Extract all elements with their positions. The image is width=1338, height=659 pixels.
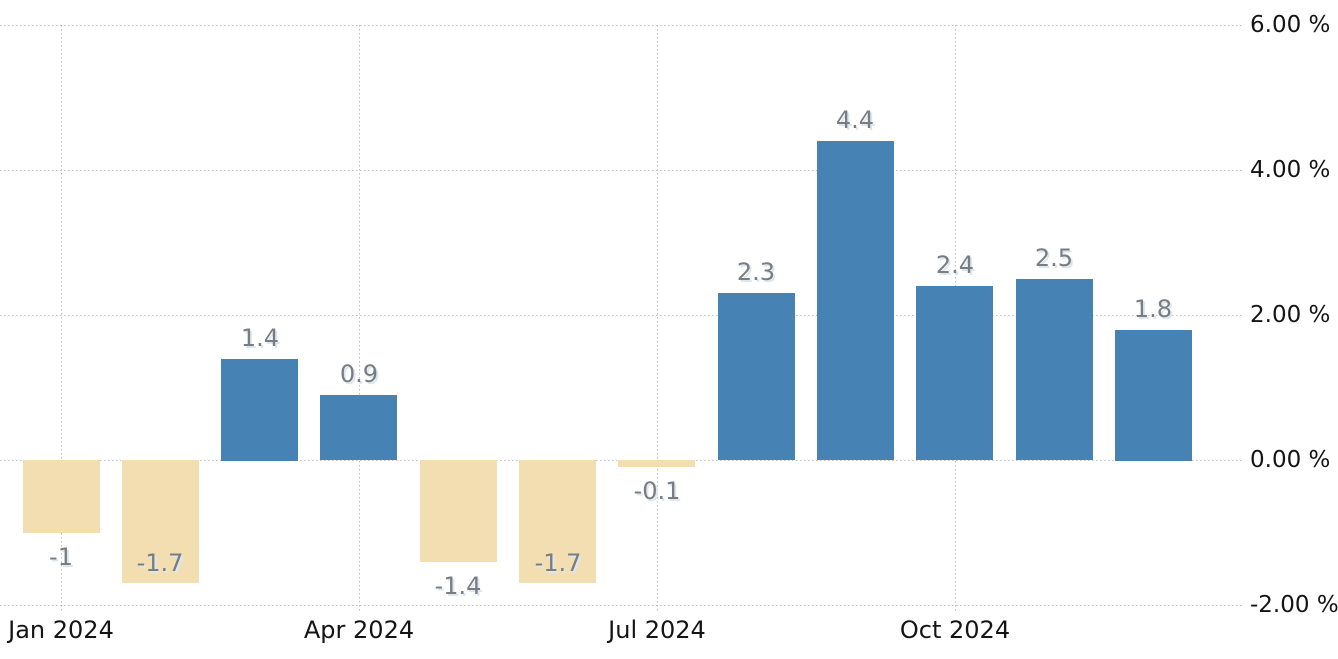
- bar-value-label: -1.7: [136, 549, 184, 577]
- bar-value-label: 4.4: [835, 106, 875, 134]
- bar-nov-2024[interactable]: [1016, 279, 1093, 460]
- gridline-vertical: [61, 25, 62, 613]
- bar-value-label: 2.4: [935, 251, 975, 279]
- bar-jan-2024[interactable]: [23, 460, 100, 533]
- bar-aug-2024[interactable]: [718, 293, 795, 460]
- y-axis-tick-label: 4.00 %: [1250, 157, 1331, 183]
- y-axis-tick-label: -2.00 %: [1250, 592, 1338, 618]
- gridline-horizontal: [0, 315, 1244, 316]
- gridline-horizontal: [0, 170, 1244, 171]
- bar-apr-2024[interactable]: [320, 395, 397, 460]
- y-axis-tick-label: 6.00 %: [1250, 12, 1331, 38]
- bar-value-label: 1.4: [240, 324, 280, 352]
- bar-oct-2024[interactable]: [916, 286, 993, 460]
- gridline-vertical: [359, 25, 360, 613]
- gridline-horizontal: [0, 605, 1244, 606]
- bar-value-label: 1.8: [1133, 295, 1173, 323]
- bar-mar-2024[interactable]: [221, 359, 298, 461]
- bar-value-label: -1.4: [434, 572, 482, 600]
- bar-jul-2024[interactable]: [618, 460, 695, 467]
- gridline-horizontal: [0, 25, 1244, 26]
- x-axis-tick-label: Apr 2024: [303, 616, 415, 644]
- y-axis-tick-label: 2.00 %: [1250, 302, 1331, 328]
- bar-value-label: -1: [49, 543, 73, 571]
- bar-value-label: 0.9: [339, 360, 379, 388]
- bar-jun-2024[interactable]: [519, 460, 596, 583]
- x-axis-tick-label: Jul 2024: [608, 616, 706, 644]
- bar-may-2024[interactable]: [420, 460, 497, 562]
- bar-feb-2024[interactable]: [122, 460, 199, 583]
- bar-value-label: -1.7: [534, 549, 582, 577]
- bar-sep-2024[interactable]: [817, 141, 894, 460]
- bar-value-label: 2.3: [736, 258, 776, 286]
- y-axis-tick-label: 0.00 %: [1250, 447, 1331, 473]
- x-axis-tick-label: Oct 2024: [899, 616, 1011, 644]
- bar-dec-2024[interactable]: [1115, 330, 1192, 461]
- x-axis-tick-label: Jan 2024: [8, 616, 114, 644]
- bar-value-label: 2.5: [1034, 244, 1074, 272]
- bar-value-label: -0.1: [633, 477, 681, 505]
- gridline-vertical: [657, 25, 658, 613]
